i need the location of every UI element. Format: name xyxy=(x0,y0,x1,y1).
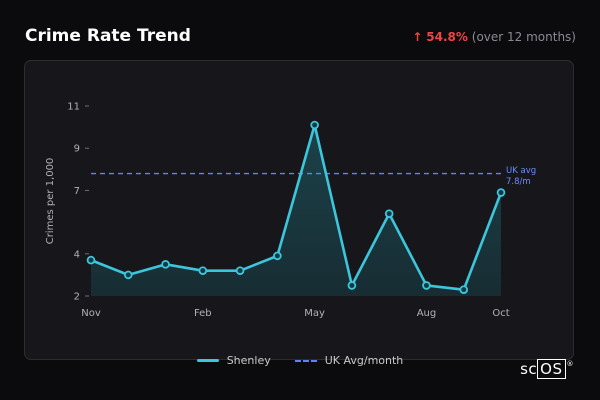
reference-line-value: 7.8/m xyxy=(506,177,531,187)
data-point[interactable] xyxy=(496,188,506,197)
y-tick-label: 11 xyxy=(67,102,80,113)
legend-label-uk-avg: UK Avg/month xyxy=(324,354,404,367)
x-tick-label: Oct xyxy=(492,308,509,319)
trend-up-icon: ↑ xyxy=(412,30,423,44)
y-tick-label: 4 xyxy=(74,249,80,260)
data-point[interactable] xyxy=(86,255,96,265)
x-tick-label: Nov xyxy=(81,308,101,319)
legend-dash-swatch xyxy=(294,359,317,362)
y-tick-label: 9 xyxy=(74,144,80,155)
data-point[interactable] xyxy=(459,285,469,294)
data-point[interactable] xyxy=(161,260,170,269)
data-point[interactable] xyxy=(235,266,245,275)
y-tick-label: 7 xyxy=(74,186,80,197)
series-area-fill xyxy=(91,125,501,296)
reference-line-label: UK avg xyxy=(506,166,536,176)
change-percent: 54.8% xyxy=(426,30,468,44)
change-indicator: ↑ 54.8% (over 12 months) xyxy=(412,30,576,44)
data-point[interactable] xyxy=(310,120,319,130)
legend-line-swatch xyxy=(196,359,219,362)
data-point[interactable] xyxy=(422,281,431,290)
y-axis-label: Crimes per 1,000 xyxy=(45,158,56,245)
legend-item-uk-avg[interactable]: UK Avg/month xyxy=(294,354,404,367)
change-period: (over 12 months) xyxy=(471,30,576,44)
brand-logo: sc OS ® xyxy=(520,359,574,379)
legend-label-shenley: Shenley xyxy=(226,354,271,367)
x-tick-label: Aug xyxy=(417,308,437,319)
data-point[interactable] xyxy=(123,270,133,280)
data-point[interactable] xyxy=(384,209,394,218)
series-line-shenley xyxy=(90,123,503,291)
data-point[interactable] xyxy=(347,281,357,290)
legend-item-shenley[interactable]: Shenley xyxy=(196,354,271,367)
data-point[interactable] xyxy=(198,266,208,275)
chart-title: Crime Rate Trend xyxy=(25,26,191,46)
chart-legend: Shenley UK Avg/month xyxy=(0,354,600,367)
y-tick-label: 2 xyxy=(74,292,80,303)
x-tick-label: Feb xyxy=(194,308,212,319)
data-point[interactable] xyxy=(273,251,282,261)
x-tick-label: May xyxy=(304,308,325,319)
